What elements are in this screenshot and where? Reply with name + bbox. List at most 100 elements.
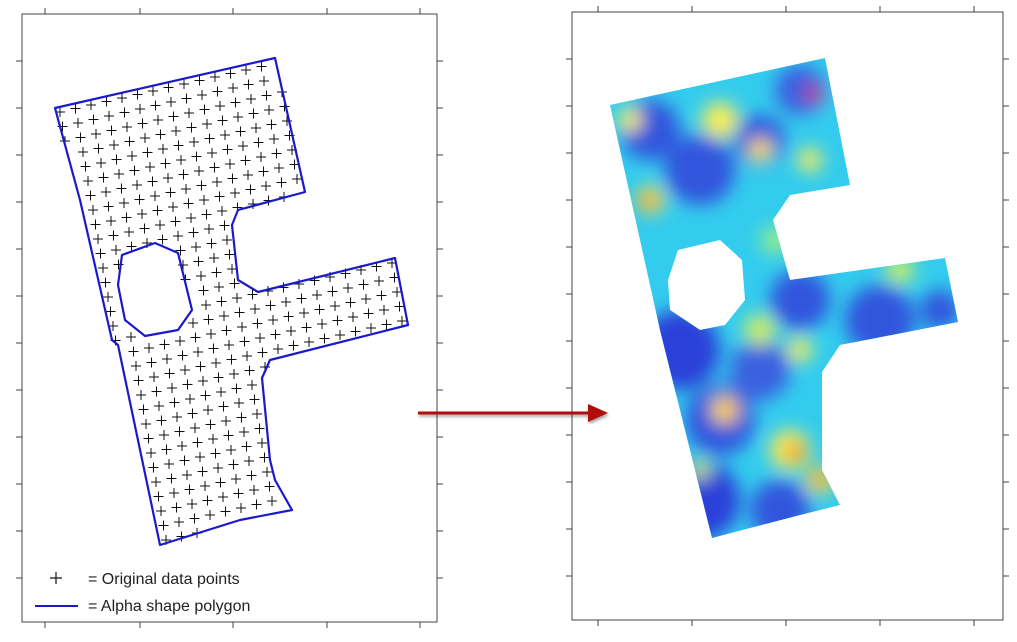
data-point	[209, 162, 220, 173]
data-point	[179, 455, 190, 466]
data-point	[319, 333, 330, 344]
data-point	[274, 163, 284, 173]
heat-blob	[752, 143, 762, 153]
data-point	[105, 306, 116, 317]
data-point	[217, 206, 227, 216]
data-point	[153, 115, 163, 125]
data-point	[93, 143, 104, 154]
data-point	[165, 187, 176, 198]
data-point	[223, 430, 234, 441]
data-point	[250, 304, 260, 314]
data-point	[216, 296, 227, 307]
data-point	[252, 318, 263, 329]
data-point	[175, 336, 185, 346]
data-point	[213, 372, 224, 383]
heat-blob	[798, 148, 822, 172]
data-point	[312, 290, 322, 300]
data-point	[345, 297, 356, 308]
legend: = Original data points = Alpha shape pol…	[35, 571, 250, 615]
heat-blob	[618, 108, 642, 132]
legend-label: = Alpha shape polygon	[88, 598, 250, 615]
data-point	[132, 89, 143, 100]
data-point	[232, 293, 242, 303]
data-point	[217, 115, 228, 126]
data-point	[230, 97, 241, 108]
data-point	[109, 140, 119, 150]
data-point	[70, 103, 81, 114]
data-point	[203, 314, 214, 325]
data-point	[219, 220, 230, 231]
data-point	[86, 100, 96, 110]
data-point	[198, 285, 209, 296]
data-point	[119, 198, 129, 208]
data-point	[160, 158, 171, 169]
data-point	[193, 347, 203, 357]
data-point	[242, 351, 252, 361]
data-point	[247, 380, 257, 390]
data-point	[256, 61, 267, 72]
heat-blob	[730, 340, 790, 400]
data-point	[126, 332, 136, 342]
data-point	[348, 312, 358, 322]
data-point	[185, 394, 195, 404]
data-point	[235, 126, 246, 137]
data-point	[122, 122, 132, 132]
data-point	[225, 159, 235, 169]
data-point	[174, 517, 184, 527]
data-point	[167, 383, 177, 393]
data-point	[240, 155, 251, 166]
data-point	[198, 376, 208, 386]
data-point	[190, 423, 200, 433]
data-point	[180, 365, 190, 375]
data-point	[229, 369, 239, 379]
data-point	[93, 234, 103, 244]
data-point	[151, 477, 161, 487]
data-point	[199, 195, 209, 205]
data-point	[204, 133, 215, 144]
data-point	[265, 300, 276, 311]
data-point	[241, 65, 251, 75]
data-point	[103, 201, 114, 212]
data-point	[248, 108, 259, 119]
data-point	[85, 190, 96, 201]
data-point	[159, 339, 170, 350]
data-point	[196, 180, 207, 191]
data-point	[201, 300, 211, 310]
data-point	[253, 137, 264, 148]
data-point	[361, 294, 371, 304]
data-point	[330, 301, 340, 311]
data-point	[327, 286, 338, 297]
data-point	[252, 409, 262, 419]
data-point	[201, 209, 212, 220]
data-point	[146, 357, 157, 368]
data-point	[163, 82, 174, 93]
data-point	[156, 506, 166, 516]
data-point	[304, 337, 314, 347]
data-point	[162, 354, 172, 364]
data-point	[126, 241, 137, 252]
data-point	[294, 279, 304, 289]
data-point	[197, 90, 207, 100]
data-point	[101, 96, 112, 107]
data-point	[163, 173, 173, 183]
data-point	[270, 329, 281, 340]
data-point	[202, 495, 213, 506]
data-point	[222, 235, 232, 245]
data-point	[116, 183, 127, 194]
data-point	[281, 297, 291, 307]
ticks	[16, 6, 1009, 628]
data-point	[245, 184, 256, 195]
data-point	[96, 158, 106, 168]
data-point	[335, 330, 345, 340]
data-point	[192, 437, 203, 448]
data-point	[236, 503, 246, 513]
data-point	[366, 323, 376, 333]
data-point	[191, 151, 202, 162]
data-point	[358, 279, 369, 290]
data-point	[183, 198, 194, 209]
data-point	[227, 264, 237, 274]
data-point	[182, 470, 192, 480]
data-point	[156, 415, 167, 426]
data-point	[195, 452, 205, 462]
data-point	[215, 101, 225, 111]
